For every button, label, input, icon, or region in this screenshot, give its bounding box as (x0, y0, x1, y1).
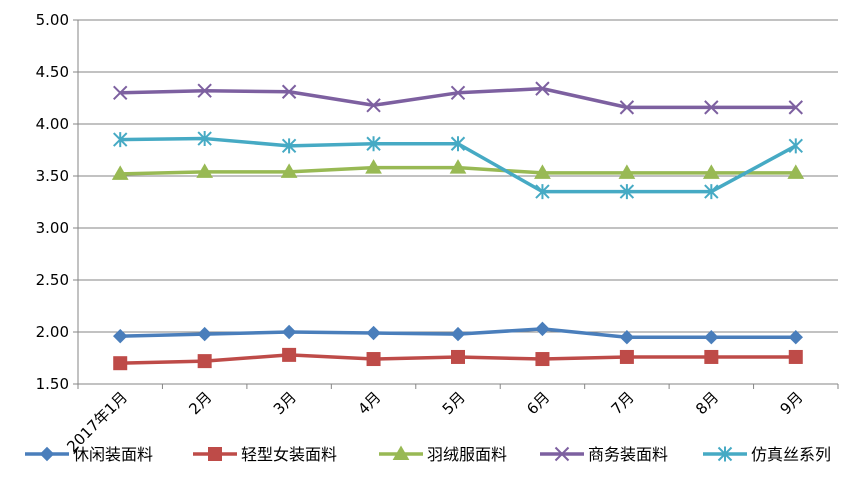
data-point (619, 329, 635, 345)
data-point (704, 329, 719, 345)
data-point (534, 164, 551, 179)
data-point (280, 163, 298, 178)
data-point (787, 164, 805, 179)
series-4 (113, 131, 803, 200)
y-tick-label: 4.50 (36, 63, 69, 81)
series-2 (111, 159, 805, 180)
y-tick-label: 5.00 (36, 11, 69, 29)
data-point (788, 100, 803, 115)
legend-item: 轻型女装面料 (193, 445, 337, 464)
data-point (619, 184, 635, 200)
data-point (535, 184, 550, 200)
y-tick-label: 4.00 (36, 115, 69, 133)
data-point (450, 85, 466, 101)
y-tick-label: 2.50 (36, 271, 69, 289)
data-point (704, 184, 719, 200)
x-tick-label: 2月 (185, 388, 215, 418)
data-point (704, 100, 719, 115)
legend-item: 仿真丝系列 (703, 445, 831, 464)
data-point (619, 100, 635, 115)
legend-marker (392, 445, 410, 460)
legend-label: 轻型女装面料 (241, 445, 337, 464)
data-point (366, 352, 381, 367)
y-tick-label: 2.00 (36, 323, 69, 341)
data-point (197, 131, 212, 147)
data-point (197, 326, 212, 342)
x-tick-label: 6月 (523, 388, 553, 418)
data-point (449, 159, 467, 174)
legend-marker (39, 446, 55, 462)
data-point (788, 329, 803, 345)
data-point (451, 349, 465, 364)
data-point (366, 98, 381, 113)
data-point (704, 349, 719, 364)
data-point (281, 324, 297, 340)
data-point (281, 138, 297, 154)
data-point (113, 356, 128, 371)
legend: 休闲装面料 轻型女装面料 羽绒服面料 商务装面料 仿真丝系列 (25, 445, 831, 464)
y-tick-labels: 1.50 2.00 2.50 3.00 3.50 4.00 4.50 5.00 (36, 11, 69, 393)
legend-item: 羽绒服面料 (379, 445, 507, 464)
x-tick-label: 5月 (439, 388, 469, 418)
data-point (366, 325, 381, 341)
x-tick-label: 4月 (354, 388, 384, 418)
data-point (111, 165, 129, 180)
data-point (113, 328, 128, 344)
data-point (702, 164, 720, 179)
data-point (197, 354, 212, 369)
x-tick-label: 9月 (777, 388, 807, 418)
legend-label: 仿真丝系列 (751, 445, 831, 464)
data-point (282, 347, 297, 362)
data-point (196, 163, 214, 178)
data-point (450, 136, 466, 152)
data-point (618, 164, 636, 179)
data-point (365, 159, 382, 174)
legend-label: 羽绒服面料 (427, 445, 507, 464)
legend-label: 休闲装面料 (73, 445, 153, 464)
data-point (788, 138, 803, 154)
series-1 (113, 347, 803, 371)
data-point (619, 349, 634, 364)
legend-item: 休闲装面料 (25, 445, 153, 464)
data-point (366, 136, 381, 152)
legend-item: 商务装面料 (540, 445, 668, 464)
x-tick-label: 3月 (270, 388, 300, 418)
series-3 (113, 81, 803, 115)
data-point (535, 81, 550, 96)
legend-label: 商务装面料 (588, 445, 668, 464)
data-point (281, 84, 297, 99)
series-lines (111, 81, 805, 371)
legend-marker (208, 447, 222, 461)
data-point (788, 349, 803, 364)
gridlines (78, 19, 838, 333)
data-point (197, 83, 212, 98)
data-point (535, 321, 550, 337)
data-point (113, 132, 128, 148)
y-tick-label: 3.00 (36, 219, 69, 237)
y-tick-label: 1.50 (36, 375, 69, 393)
data-point (113, 85, 128, 101)
y-tick-label: 3.50 (36, 167, 69, 185)
axes (73, 19, 839, 389)
x-tick-label: 8月 (692, 388, 722, 418)
data-point (535, 352, 550, 367)
data-point (450, 326, 466, 342)
legend-marker (554, 446, 570, 462)
legend-marker (717, 446, 733, 462)
series-0 (113, 321, 803, 345)
x-tick-label: 7月 (608, 388, 638, 418)
